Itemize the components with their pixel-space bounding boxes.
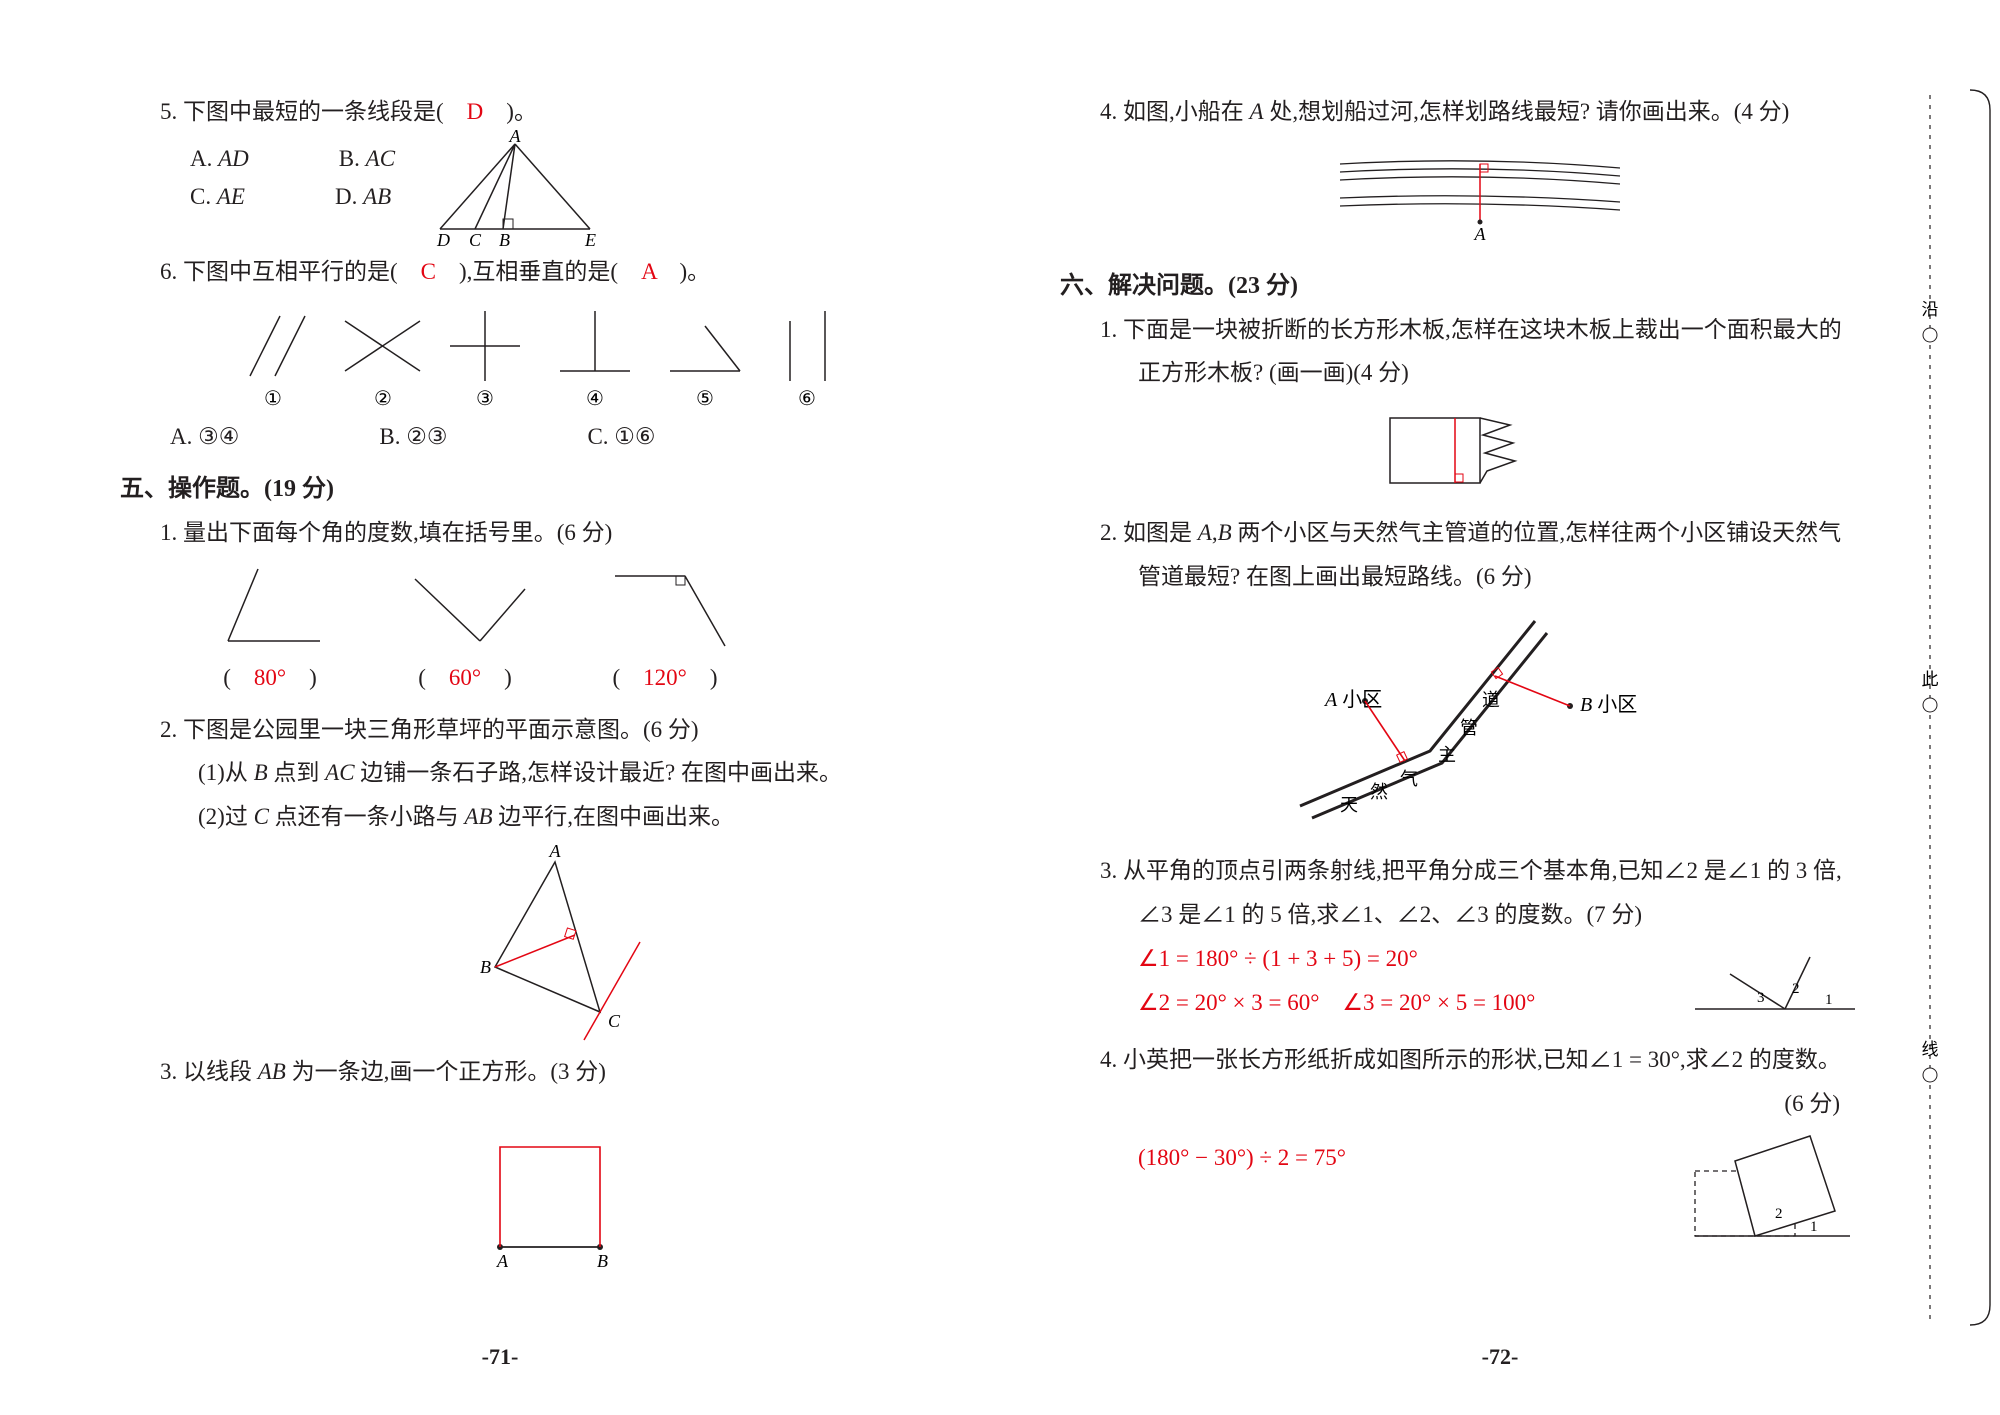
svg-text:B: B [597,1251,608,1271]
s6q4-l2: (6 分) [1060,1082,1860,1126]
q5-answer: D [467,99,484,124]
pagenum-right: -72- [1000,1344,2000,1370]
svg-text:③: ③ [476,388,494,410]
svg-text:B: B [480,957,491,977]
svg-text:B: B [499,230,510,250]
q6-stem: 6. 下图中互相平行的是( C ),互相垂直的是( A )。 [120,250,920,294]
svg-text:1: 1 [1825,992,1833,1008]
svg-text:线: 线 [1922,1040,1939,1059]
s6q2-l2: 管道最短? 在图上画出最短路线。(6 分) [1060,555,1860,599]
section5-title: 五、操作题。(19 分) [120,468,920,503]
q6-optB: B. ②③ [379,424,447,450]
s6q2-fig: A 小区 B 小区 天 然 气 主 管 道 [1060,606,1860,841]
svg-text:④: ④ [586,388,604,410]
s6q4-l1: 4. 小英把一张长方形纸折成如图所示的形状,已知∠1 = 30°,求∠2 的度数… [1060,1038,1860,1082]
q5-optD: D. AB [335,184,391,210]
page-left: 5. 下图中最短的一条线段是( D )。 A. A. ADAD B. AC C.… [0,0,1000,1415]
s6q3-a1: ∠1 = 180° ÷ (1 + 3 + 5) = 20° [1060,937,1650,981]
s5q1-stem: 1. 量出下面每个角的度数,填在括号里。(6 分) [120,511,920,555]
svg-text:A: A [496,1251,509,1271]
s6q3-fig: 1 2 3 [1690,949,1860,1024]
s6q3-l1: 3. 从平角的顶点引两条射线,把平角分成三个基本角,已知∠2 是∠1 的 3 倍… [1060,849,1860,893]
svg-text:B 小区: B 小区 [1580,693,1637,716]
s6q3-a2: ∠2 = 20° × 3 = 60° ∠3 = 20° × 5 = 100° [1060,981,1650,1025]
svg-text:管: 管 [1460,718,1478,738]
svg-text:气: 气 [1400,769,1418,789]
s5q2-s1: (1)从 B 点到 AC 边铺一条石子路,怎样设计最近? 在图中画出来。 [120,751,920,795]
q5-optC: C. AE [190,184,245,210]
margin-rail: 沿 此 线 培优名卷 [1900,85,2000,1330]
s6q2-l1: 2. 如图是 A,B 两个小区与天然气主管道的位置,怎样往两个小区铺设天然气 [1060,511,1860,555]
s5q3-fig: A B [120,1102,920,1277]
q6-options: A. ③④ B. ②③ C. ①⑥ [120,424,920,450]
q5-text-b: )。 [483,99,537,124]
rq4top-fig: A [1060,142,1860,247]
q6-optA: A. ③④ [170,424,239,450]
s6q1-fig [1060,403,1860,503]
svg-text:主: 主 [1438,745,1456,765]
pagenum-left: -71- [0,1344,1000,1370]
svg-text:然: 然 [1370,782,1388,802]
svg-text:此: 此 [1922,670,1939,689]
two-page-spread: 5. 下图中最短的一条线段是( D )。 A. A. ADAD B. AC C.… [0,0,2000,1415]
s5q2-stem: 2. 下图是公园里一块三角形草坪的平面示意图。(6 分) [120,708,920,752]
page-right: 4. 如图,小船在 A 处,想划船过河,怎样划路线最短? 请你画出来。(4 分)… [1000,0,2000,1415]
q5-text-a: 5. 下图中最短的一条线段是( [160,99,467,124]
svg-text:1: 1 [1810,1219,1818,1235]
svg-text:沿: 沿 [1922,300,1939,319]
q5-optA: A. A. ADAD [190,146,249,172]
svg-text:天: 天 [1340,795,1358,815]
q5-optB: B. AC [339,146,395,172]
q5-figure: A D C B E [425,134,605,244]
svg-text:A: A [509,126,522,146]
svg-text:C: C [608,1011,621,1031]
svg-text:⑥: ⑥ [798,388,816,410]
s6q3-l2: ∠3 是∠1 的 5 倍,求∠1、∠2、∠3 的度数。(7 分) [1060,893,1860,937]
svg-text:②: ② [374,388,392,410]
q6-optC: C. ①⑥ [587,424,655,450]
rq4top-stem: 4. 如图,小船在 A 处,想划船过河,怎样划路线最短? 请你画出来。(4 分) [1060,90,1860,134]
svg-text:2: 2 [1792,981,1800,997]
svg-text:A: A [549,841,562,861]
section6-title: 六、解决问题。(23 分) [1060,265,1860,300]
s6q4-a: (180° − 30°) ÷ 2 = 75° [1060,1136,1640,1180]
s5q2-fig: A B C [120,847,920,1042]
svg-text:①: ① [264,388,282,410]
s6q1-l2: 正方形木板? (画一画)(4 分) [1060,351,1860,395]
s6q3-row: ∠1 = 180° ÷ (1 + 3 + 5) = 20° ∠2 = 20° ×… [1060,937,1860,1024]
q5-options: A. A. ADAD B. AC C. AE D. AB [120,134,395,210]
svg-text:道: 道 [1482,690,1500,710]
s5q1-figs: ( 80° ) ( 60° ) ( 120° ) [120,561,920,700]
s6q1-l1: 1. 下面是一块被折断的长方形木板,怎样在这块木板上裁出一个面积最大的 [1060,308,1860,352]
svg-text:2: 2 [1775,1206,1783,1222]
svg-text:E: E [584,230,596,250]
svg-text:C: C [469,230,482,250]
q6-figure: ① ② ③ ④ ⑤ ⑥ [120,301,920,416]
s5q2-s2: (2)过 C 点还有一条小路与 AB 边平行,在图中画出来。 [120,795,920,839]
svg-text:A 小区: A 小区 [1323,688,1382,711]
svg-text:3: 3 [1757,990,1765,1006]
q5-row: A. A. ADAD B. AC C. AE D. AB A D C B [120,134,920,244]
svg-text:D: D [436,230,450,250]
s5q3-stem: 3. 以线段 AB 为一条边,画一个正方形。(3 分) [120,1050,920,1094]
s6q4-row: (180° − 30°) ÷ 2 = 75° 1 2 [1060,1126,1860,1256]
svg-text:A: A [1474,224,1487,244]
s6q4-fig: 1 2 [1680,1126,1860,1256]
svg-text:⑤: ⑤ [696,388,714,410]
